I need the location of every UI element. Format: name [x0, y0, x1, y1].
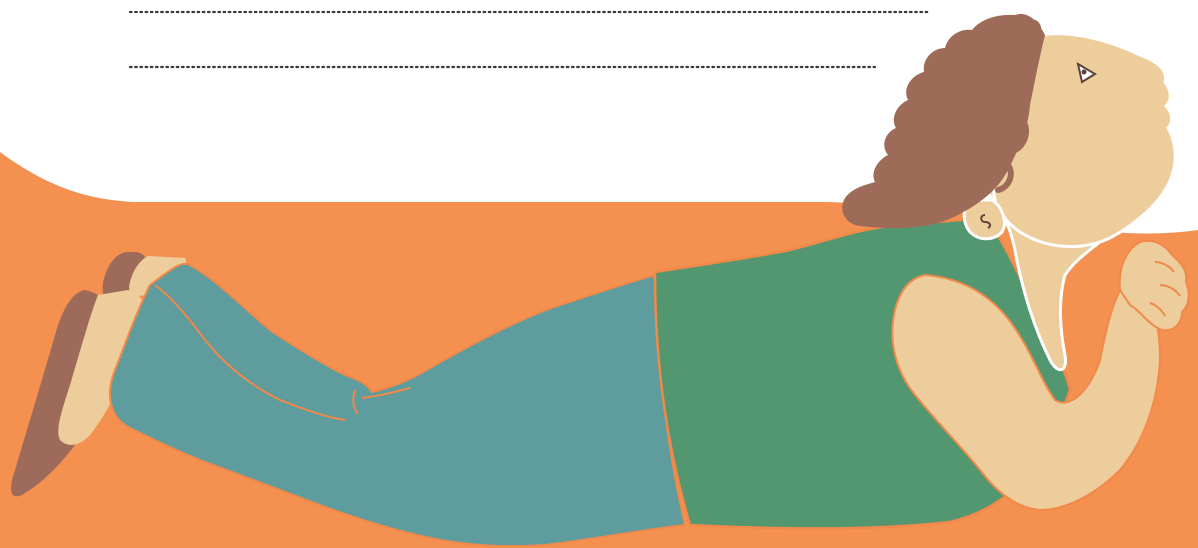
arm [891, 273, 1162, 512]
ear-inner [980, 214, 992, 229]
jeans-pocket-line [352, 387, 411, 415]
hair-curls [995, 19, 1042, 193]
ear [962, 198, 1006, 241]
jeans-seam [154, 284, 346, 421]
pupil [1081, 69, 1087, 75]
eye-icon [1076, 61, 1097, 84]
hair [842, 14, 1045, 229]
hand [1118, 239, 1190, 332]
finger-lines [1149, 261, 1181, 317]
foot-front [58, 290, 146, 445]
